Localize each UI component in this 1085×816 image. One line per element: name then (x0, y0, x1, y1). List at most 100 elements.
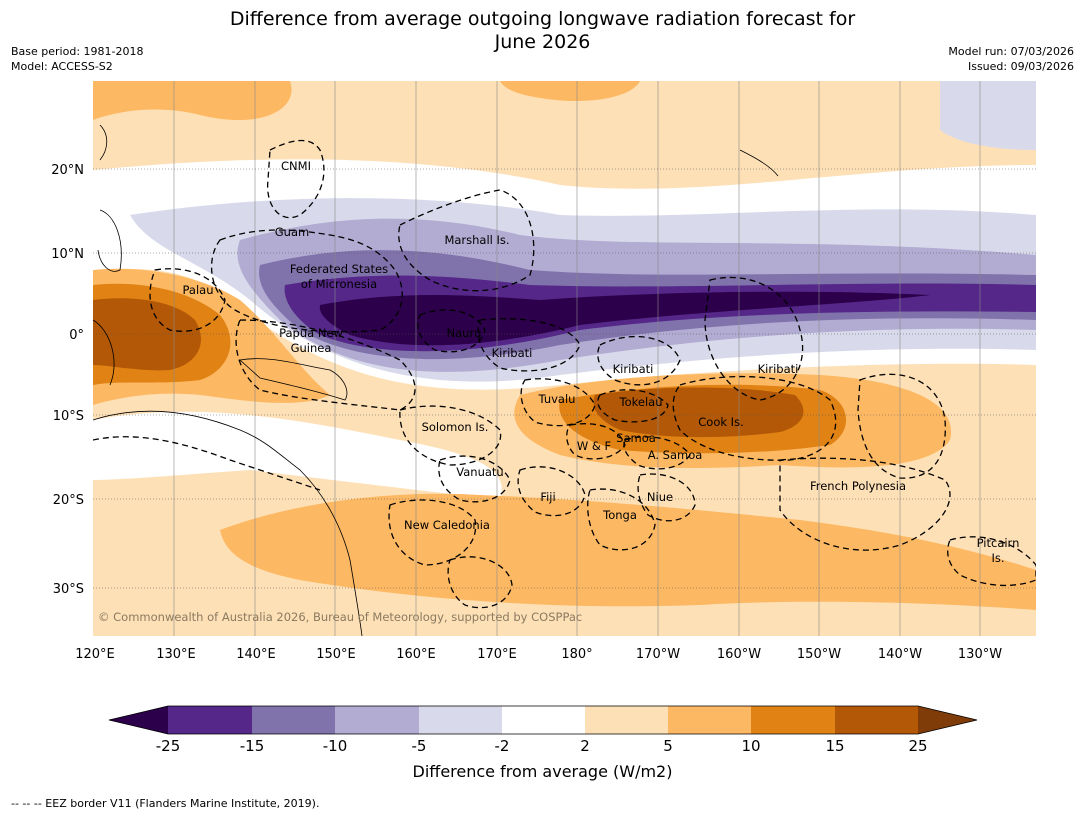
meta-left: Base period: 1981-2018 Model: ACCESS-S2 (11, 44, 143, 74)
lon-label-130e: 130°E (156, 647, 196, 662)
label-wallis-futuna: W & F (577, 439, 611, 453)
label-palau: Palau (183, 283, 214, 297)
label-kiribati-phoenix: Kiribati (613, 362, 654, 376)
colorbar-tick: -25 (156, 737, 181, 755)
label-cook: Cook Is. (698, 415, 743, 429)
colorbar-extend-high (918, 706, 977, 734)
eez-new-caledonia (388, 499, 477, 566)
label-marshall: Marshall Is. (444, 233, 509, 247)
colorbar-swatch-2 (252, 706, 335, 734)
field-north-orange-blob-1 (93, 81, 292, 121)
lat-label-20n: 20°N (51, 163, 84, 178)
lon-label-140w: 140°W (878, 647, 922, 662)
copyright-notice: © Commonwealth of Australia 2026, Bureau… (98, 610, 582, 624)
field-central-brown (593, 387, 804, 438)
label-tonga: Tonga (602, 508, 637, 522)
label-png-1: Papua New (279, 326, 343, 340)
issued-date: Issued: 09/03/2026 (967, 60, 1074, 73)
colorbar-swatch-4 (419, 706, 502, 734)
colorbar-tick: 2 (580, 737, 590, 755)
colorbar-swatch-1 (168, 706, 252, 734)
eez-footnote: -- -- -- EEZ border V11 (Flanders Marine… (11, 797, 320, 810)
colorbar-tick: -10 (323, 737, 348, 755)
colorbar-swatch-3 (335, 706, 419, 734)
eez-tokelau (597, 389, 669, 423)
eez-french-polynesia-north (857, 373, 946, 479)
label-solomon: Solomon Is. (422, 420, 489, 434)
colorbar-tick: 10 (741, 737, 760, 755)
anomaly-field (93, 81, 1036, 636)
coastlines (93, 124, 779, 636)
base-period: Base period: 1981-2018 (11, 45, 144, 58)
eez-palau (149, 268, 226, 332)
colorbar-swatch-8 (751, 706, 835, 734)
label-nauru: Nauru (447, 326, 482, 340)
colorbar-tick: 5 (663, 737, 673, 755)
eez-vanuatu (438, 455, 511, 503)
label-tuvalu: Tuvalu (538, 392, 576, 406)
label-kiribati-gilbert: Kiribati (492, 346, 533, 360)
lon-label-170e: 170°E (477, 647, 517, 662)
eez-marshall (398, 189, 535, 292)
colorbar-ticks: -25 -15 -10 -5 -2 2 5 10 15 25 (156, 737, 928, 755)
lon-label-180: 180° (561, 647, 592, 662)
colorbar-swatch-5 (502, 706, 585, 734)
lat-label-10n: 10°N (51, 247, 84, 262)
eez-australia (93, 436, 321, 491)
colorbar: -25 -15 -10 -5 -2 2 5 10 15 25 (108, 705, 978, 755)
field-north-orange (93, 81, 1036, 178)
label-tokelau: Tokelau (619, 395, 663, 409)
field-north-orange-blob-2 (500, 81, 640, 102)
grid-lat-lines (93, 168, 1036, 589)
eez-french-polynesia (779, 457, 951, 551)
coast-australia (93, 410, 363, 636)
label-new-caledonia: New Caledonia (404, 518, 490, 532)
label-samoa: Samoa (616, 431, 656, 445)
lon-axis-labels: 120°E 130°E 140°E 150°E 160°E 170°E 180°… (75, 647, 1002, 662)
lat-axis-labels: 20°N 10°N 0° 10°S 20°S 30°S (51, 163, 84, 597)
colorbar-swatch-7 (668, 706, 751, 734)
eez-niue (637, 473, 696, 522)
coast-taiwan (99, 124, 108, 161)
eez-cnmi (266, 139, 325, 219)
eez-cook (672, 375, 837, 461)
eez-png (235, 319, 416, 411)
field-south-orange (220, 493, 1036, 610)
eez-samoa (623, 436, 691, 470)
eez-fsm (210, 229, 403, 333)
label-pitcairn-1: Pitcairn (977, 536, 1020, 550)
eez-kiribati-line (704, 276, 804, 401)
meta-right: Model run: 07/03/2026 Issued: 09/03/2026 (948, 44, 1074, 74)
eez-kiribati-phoenix (597, 335, 681, 386)
model-run: Model run: 07/03/2026 (948, 45, 1074, 58)
eez-tonga (587, 488, 656, 551)
lon-label-160w: 160°W (717, 647, 761, 662)
colorbar-swatch-9 (835, 706, 918, 734)
coast-new-guinea (239, 358, 348, 401)
label-cnmi: CNMI (281, 159, 311, 173)
region-labels: CNMI Guam Marshall Is. Federated States … (183, 159, 1020, 565)
colorbar-swatch-6 (585, 706, 668, 734)
eez-nauru (417, 309, 486, 353)
field-ne-purple (940, 81, 1036, 150)
label-niue: Niue (647, 490, 673, 504)
colorbar-extend-low (109, 706, 168, 734)
label-vanuatu: Vanuatu (456, 465, 503, 479)
eez-wallis-futuna (566, 423, 626, 460)
colorbar-tick: -2 (495, 737, 510, 755)
chart-title: Difference from average outgoing longwav… (0, 8, 1085, 54)
grid-lines (173, 81, 981, 636)
coast-philippines (97, 209, 122, 272)
title-line-2: June 2026 (494, 31, 591, 53)
lon-label-140e: 140°E (236, 647, 276, 662)
label-french-polynesia: French Polynesia (810, 479, 906, 493)
label-pitcairn-2: Is. (991, 551, 1004, 565)
eez-kiribati-west (477, 318, 581, 372)
eez-borders (93, 139, 1036, 609)
eez-pitcairn (947, 536, 1036, 587)
eez-tuvalu (520, 378, 596, 427)
colorbar-tick: -5 (412, 737, 427, 755)
lat-label-30s: 30°S (53, 582, 84, 597)
lon-label-150w: 150°W (797, 647, 841, 662)
model-name: Model: ACCESS-S2 (11, 60, 113, 73)
